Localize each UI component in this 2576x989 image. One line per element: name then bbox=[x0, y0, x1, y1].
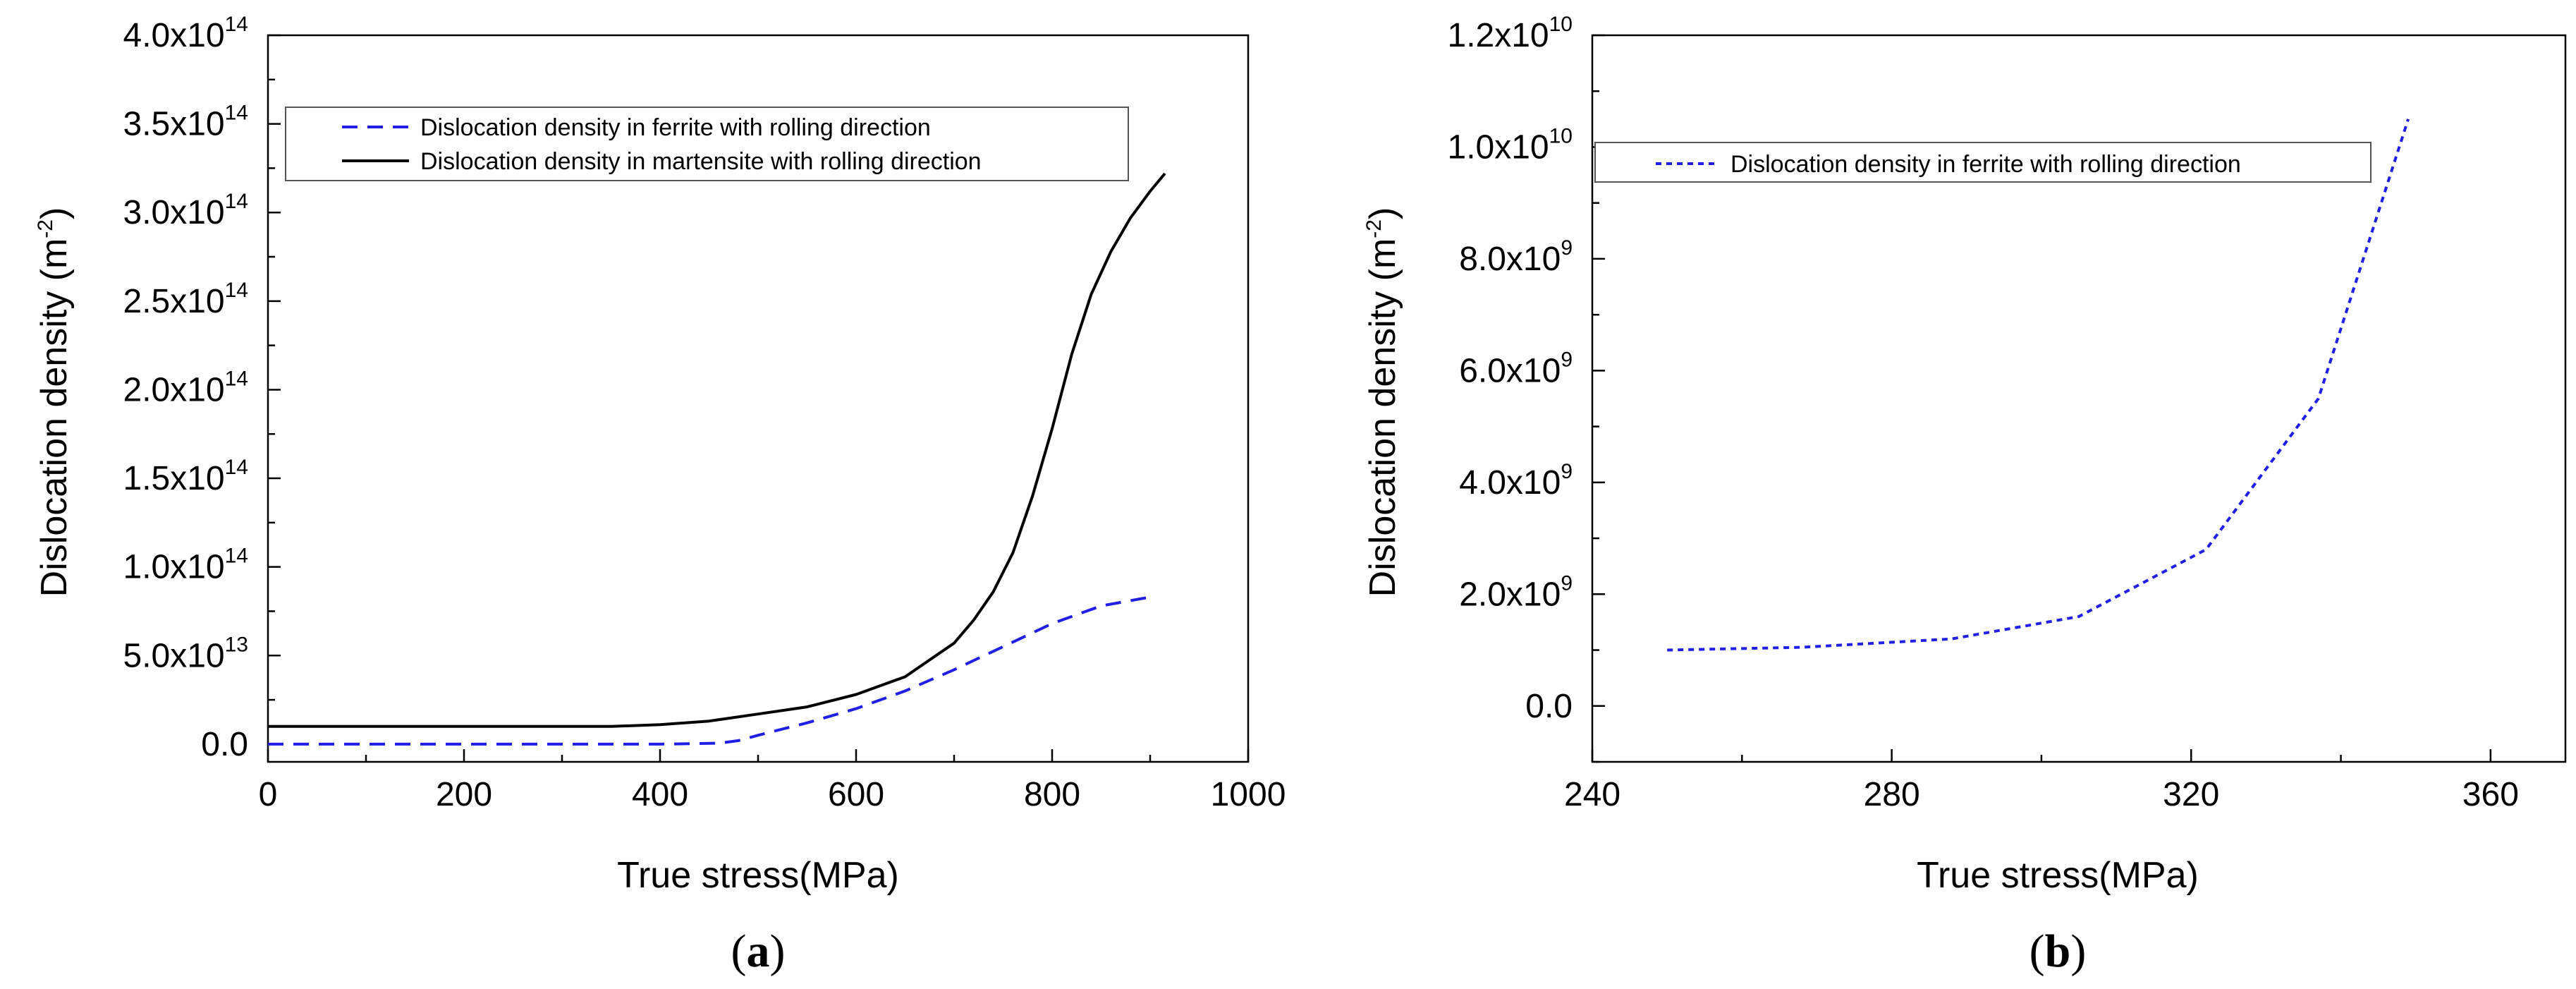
panel-a-y-tick-label: 0.0 bbox=[201, 726, 248, 763]
panel-b-plot-frame bbox=[1591, 34, 2567, 763]
panel-a-y-axis-label: Dislocation density (m-2) bbox=[34, 207, 75, 597]
panel-b-series bbox=[1667, 119, 2410, 652]
panel-b-label-letter: b bbox=[2045, 926, 2071, 977]
panel-a-y-tick-label: 3.5x1014 bbox=[123, 102, 249, 143]
panel-a-x-tick-label: 600 bbox=[828, 776, 884, 813]
panel-a-x-ticks: 0 200 400 600 800 1000 bbox=[259, 749, 1286, 813]
panel-a-legend-label-martensite: Dislocation density in martensite with r… bbox=[420, 148, 982, 175]
panel-a-y-tick-label: 2.0x1014 bbox=[123, 367, 249, 408]
panel-b-legend-label-ferrite: Dislocation density in ferrite with roll… bbox=[1730, 151, 2241, 178]
panel-b-x-ticks: 240 280 320 360 bbox=[1564, 749, 2519, 813]
panel-a-label-letter: a bbox=[747, 926, 770, 977]
panel-b-label-open: ( bbox=[2029, 926, 2045, 977]
panel-b-x-tick-label: 320 bbox=[2163, 776, 2219, 813]
panel-b-y-tick-label: 2.0x109 bbox=[1459, 571, 1573, 613]
panel-b-y-tick-label: 0.0 bbox=[1525, 688, 1573, 725]
panel-b-label-close: ) bbox=[2070, 926, 2086, 977]
panel-b-y-tick-label: 4.0x109 bbox=[1459, 460, 1573, 502]
panel-b-y-axis-label-exp: -2 bbox=[1362, 219, 1386, 238]
panel-a-y-tick-label: 1.0x1014 bbox=[123, 545, 249, 586]
panel-b-series-0-line bbox=[1667, 119, 2410, 652]
panel-a-x-tick-label: 400 bbox=[632, 776, 688, 813]
panel-b-legend: Dislocation density in ferrite with roll… bbox=[1594, 142, 2371, 183]
panel-b-x-tick-label: 240 bbox=[1564, 776, 1620, 813]
panel-b-x-tick-label: 360 bbox=[2462, 776, 2519, 813]
panel-a-series-0-line bbox=[268, 595, 1151, 746]
panel-b-x-tick-label: 280 bbox=[1864, 776, 1920, 813]
panel-a-x-tick-label: 200 bbox=[436, 776, 492, 813]
panel-a-x-axis-label: True stress(MPa) bbox=[617, 855, 899, 896]
panel-b-x-axis-label: True stress(MPa) bbox=[1917, 855, 2199, 896]
panel-a-y-axis-label-exp: -2 bbox=[34, 219, 57, 238]
panel-a-label: (a) bbox=[731, 926, 786, 977]
panel-a-y-tick-label: 1.5x1014 bbox=[123, 456, 249, 497]
panel-b-y-tick-label: 8.0x109 bbox=[1459, 236, 1573, 278]
panel-a-y-tick-label: 2.5x1014 bbox=[123, 279, 249, 320]
panel-a-x-tick-label: 1000 bbox=[1211, 776, 1286, 813]
panel-a-x-tick-label: 0 bbox=[259, 776, 278, 813]
panel-a-legend-box bbox=[285, 107, 1129, 181]
panel-b-y-axis-label-base: Dislocation density (m bbox=[1362, 238, 1403, 597]
panel-a-y-axis-label-close: ) bbox=[34, 207, 75, 219]
panel-b-y-tick-label: 1.2x1010 bbox=[1448, 13, 1573, 54]
panel-a-y-tick-label: 4.0x1014 bbox=[123, 13, 249, 54]
panel-a-label-open: ( bbox=[731, 926, 747, 977]
panel-a-y-ticks: 0.0 5.0x1013 1.0x1014 1.5x1014 2.0x1014 2.5x1… bbox=[123, 13, 281, 763]
panel-a-label-close: ) bbox=[770, 926, 786, 977]
panel-b-legend-box bbox=[1594, 142, 2371, 183]
panel-b-label: (b) bbox=[2029, 926, 2087, 977]
panel-a-y-tick-label: 5.0x1013 bbox=[123, 633, 249, 674]
panel-a-legend-label-ferrite: Dislocation density in ferrite with roll… bbox=[420, 114, 931, 141]
panel-a-x-tick-label: 800 bbox=[1024, 776, 1080, 813]
panel-b-chart: 240 280 320 360 0.0 2.0x109 4.0x109 6.0x109 8.0… bbox=[1362, 13, 2567, 977]
panel-b-y-axis-label-close: ) bbox=[1362, 207, 1403, 219]
panel-b-y-axis-label: Dislocation density (m-2) bbox=[1362, 207, 1403, 597]
panel-a-y-tick-label: 3.0x1014 bbox=[123, 190, 249, 231]
panel-a-series-1-line bbox=[268, 172, 1166, 728]
panel-a-series bbox=[268, 172, 1166, 746]
panel-a-legend: Dislocation density in ferrite with roll… bbox=[285, 107, 1129, 181]
panel-b-y-tick-label: 6.0x109 bbox=[1459, 348, 1573, 389]
panel-b-y-tick-label: 1.0x1010 bbox=[1448, 124, 1573, 166]
panel-a-y-axis-label-base: Dislocation density (m bbox=[34, 238, 75, 597]
panel-a-chart: 0 200 400 600 800 1000 0.0 5.0x1013 1.0x1014 1.5… bbox=[34, 13, 1286, 977]
panel-b-y-ticks: 0.0 2.0x109 4.0x109 6.0x109 8.0x109 1.0x1010 1… bbox=[1448, 13, 1605, 763]
